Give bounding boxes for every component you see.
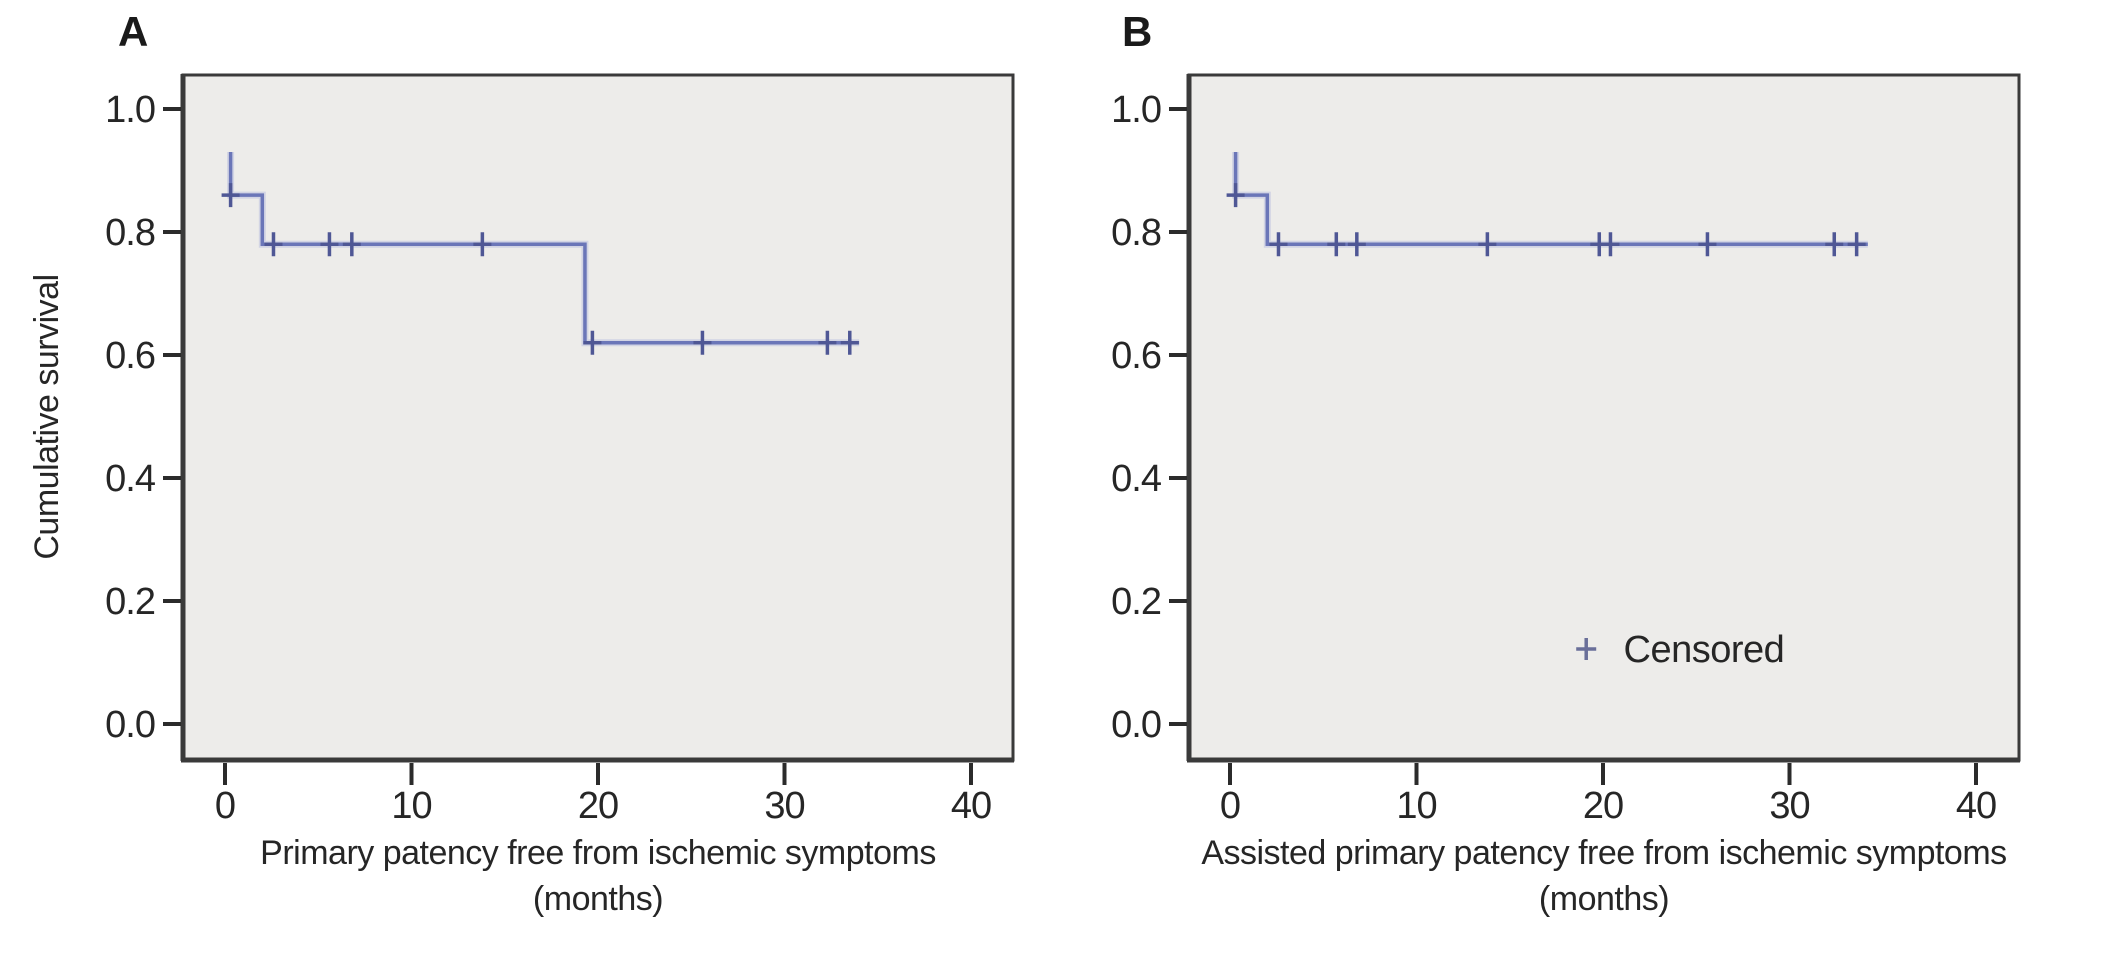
legend-censored-label: Censored [1624, 629, 1785, 671]
plot-area [183, 75, 1013, 760]
x-tick-label: 40 [951, 785, 991, 827]
censor-mark [221, 183, 240, 208]
censor-mark [473, 232, 492, 257]
x-tick-label: 0 [1220, 785, 1240, 827]
y-tick-label: 0.0 [105, 704, 155, 746]
x-tick-label: 20 [1583, 785, 1623, 827]
censor-mark [840, 330, 859, 355]
x-tick-label: 20 [578, 785, 618, 827]
censor-mark [818, 330, 837, 355]
y-tick-label: 0.2 [1111, 581, 1161, 623]
y-tick-label: 0.8 [1111, 212, 1161, 254]
censor-mark [1825, 232, 1844, 257]
y-axis-title: Cumulative survival [28, 274, 66, 559]
x-tick-label: 30 [764, 785, 804, 827]
censor-mark [693, 330, 712, 355]
y-tick-label: 0.8 [105, 212, 155, 254]
x-tick-label: 0 [215, 785, 235, 827]
censor-mark [583, 330, 602, 355]
x-tick-label: 10 [391, 785, 431, 827]
censor-mark [1847, 232, 1866, 257]
plot-area [1189, 75, 2019, 760]
y-tick-label: 1.0 [105, 89, 155, 131]
x-axis-title-line2: (months) [1539, 880, 1669, 918]
y-tick-label: 0.4 [1111, 458, 1162, 500]
censor-mark [1601, 232, 1620, 257]
x-tick-label: 10 [1396, 785, 1436, 827]
censor-mark [342, 232, 361, 257]
y-tick-label: 0.4 [105, 458, 156, 500]
censor-mark [264, 232, 283, 257]
censor-mark [1327, 232, 1346, 257]
y-tick-label: 1.0 [1111, 89, 1161, 131]
km-curve [1233, 152, 1868, 247]
censored-plus-icon [1576, 637, 1597, 660]
panel-letter-label: A [118, 8, 148, 55]
y-tick-label: 0.2 [105, 581, 155, 623]
censor-mark [1347, 232, 1366, 257]
y-tick-label: 0.6 [105, 335, 155, 377]
censor-mark [1269, 232, 1288, 257]
x-tick-label: 40 [1956, 785, 1996, 827]
y-tick-label: 0.0 [1111, 704, 1161, 746]
x-tick-label: 30 [1769, 785, 1809, 827]
x-axis-title-line1: Primary patency free from ischemic sympt… [260, 834, 936, 872]
panel-letter-label: B [1122, 8, 1152, 55]
x-axis-title-line2: (months) [533, 880, 663, 918]
x-axis-title-line1: Assisted primary patency free from ische… [1201, 834, 2006, 872]
censor-mark [1226, 183, 1245, 208]
censor-mark [1478, 232, 1497, 257]
censor-mark [1698, 232, 1717, 257]
censor-mark [320, 232, 339, 257]
y-tick-label: 0.6 [1111, 335, 1161, 377]
